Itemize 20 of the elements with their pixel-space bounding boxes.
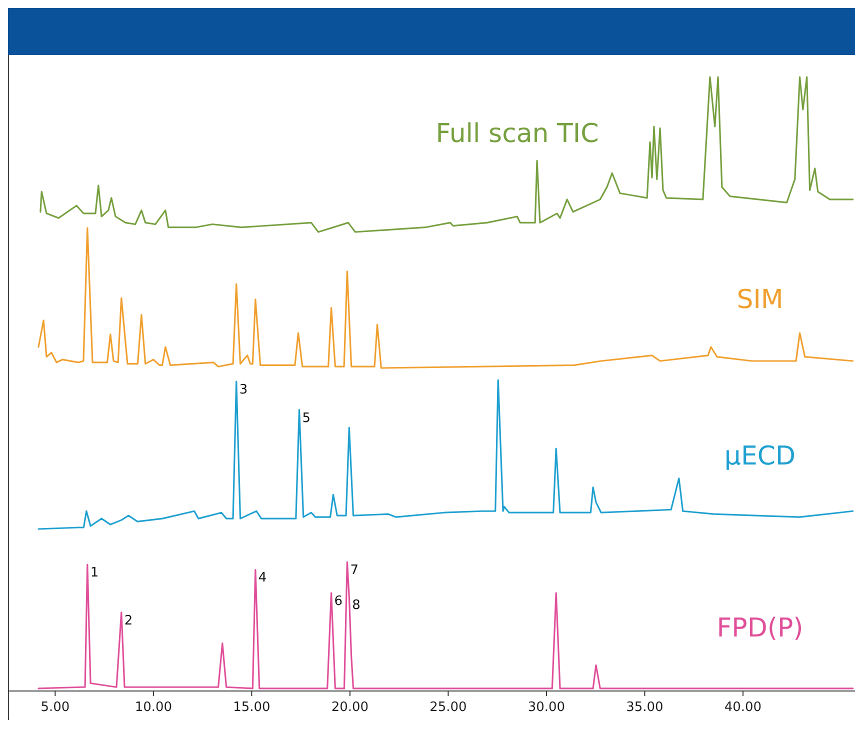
annotation: 8 xyxy=(352,598,360,613)
series-label: FPD(P) xyxy=(716,614,804,644)
x-tick-label: 10.00 xyxy=(134,700,172,715)
series-label: SIM xyxy=(736,285,784,315)
x-tick-label: 5.00 xyxy=(40,700,70,715)
annotation: 1 xyxy=(90,566,99,581)
annotation: 3 xyxy=(239,382,248,398)
series-label: μECD xyxy=(724,442,796,472)
annotation: 2 xyxy=(124,613,133,628)
x-tick-label: 15.00 xyxy=(233,700,270,715)
annotation: 7 xyxy=(350,563,358,578)
x-tick-label: 20.00 xyxy=(331,700,369,715)
annotation: 4 xyxy=(258,570,267,586)
x-tick-label: 40.00 xyxy=(724,700,762,715)
annotation: 6 xyxy=(334,594,343,609)
x-tick-label: 35.00 xyxy=(626,700,664,715)
x-tick-label: 30.00 xyxy=(528,700,566,715)
series-label: Full scan TIC xyxy=(436,119,599,150)
annotation: 5 xyxy=(302,410,311,426)
x-tick-label: 25.00 xyxy=(430,700,467,715)
